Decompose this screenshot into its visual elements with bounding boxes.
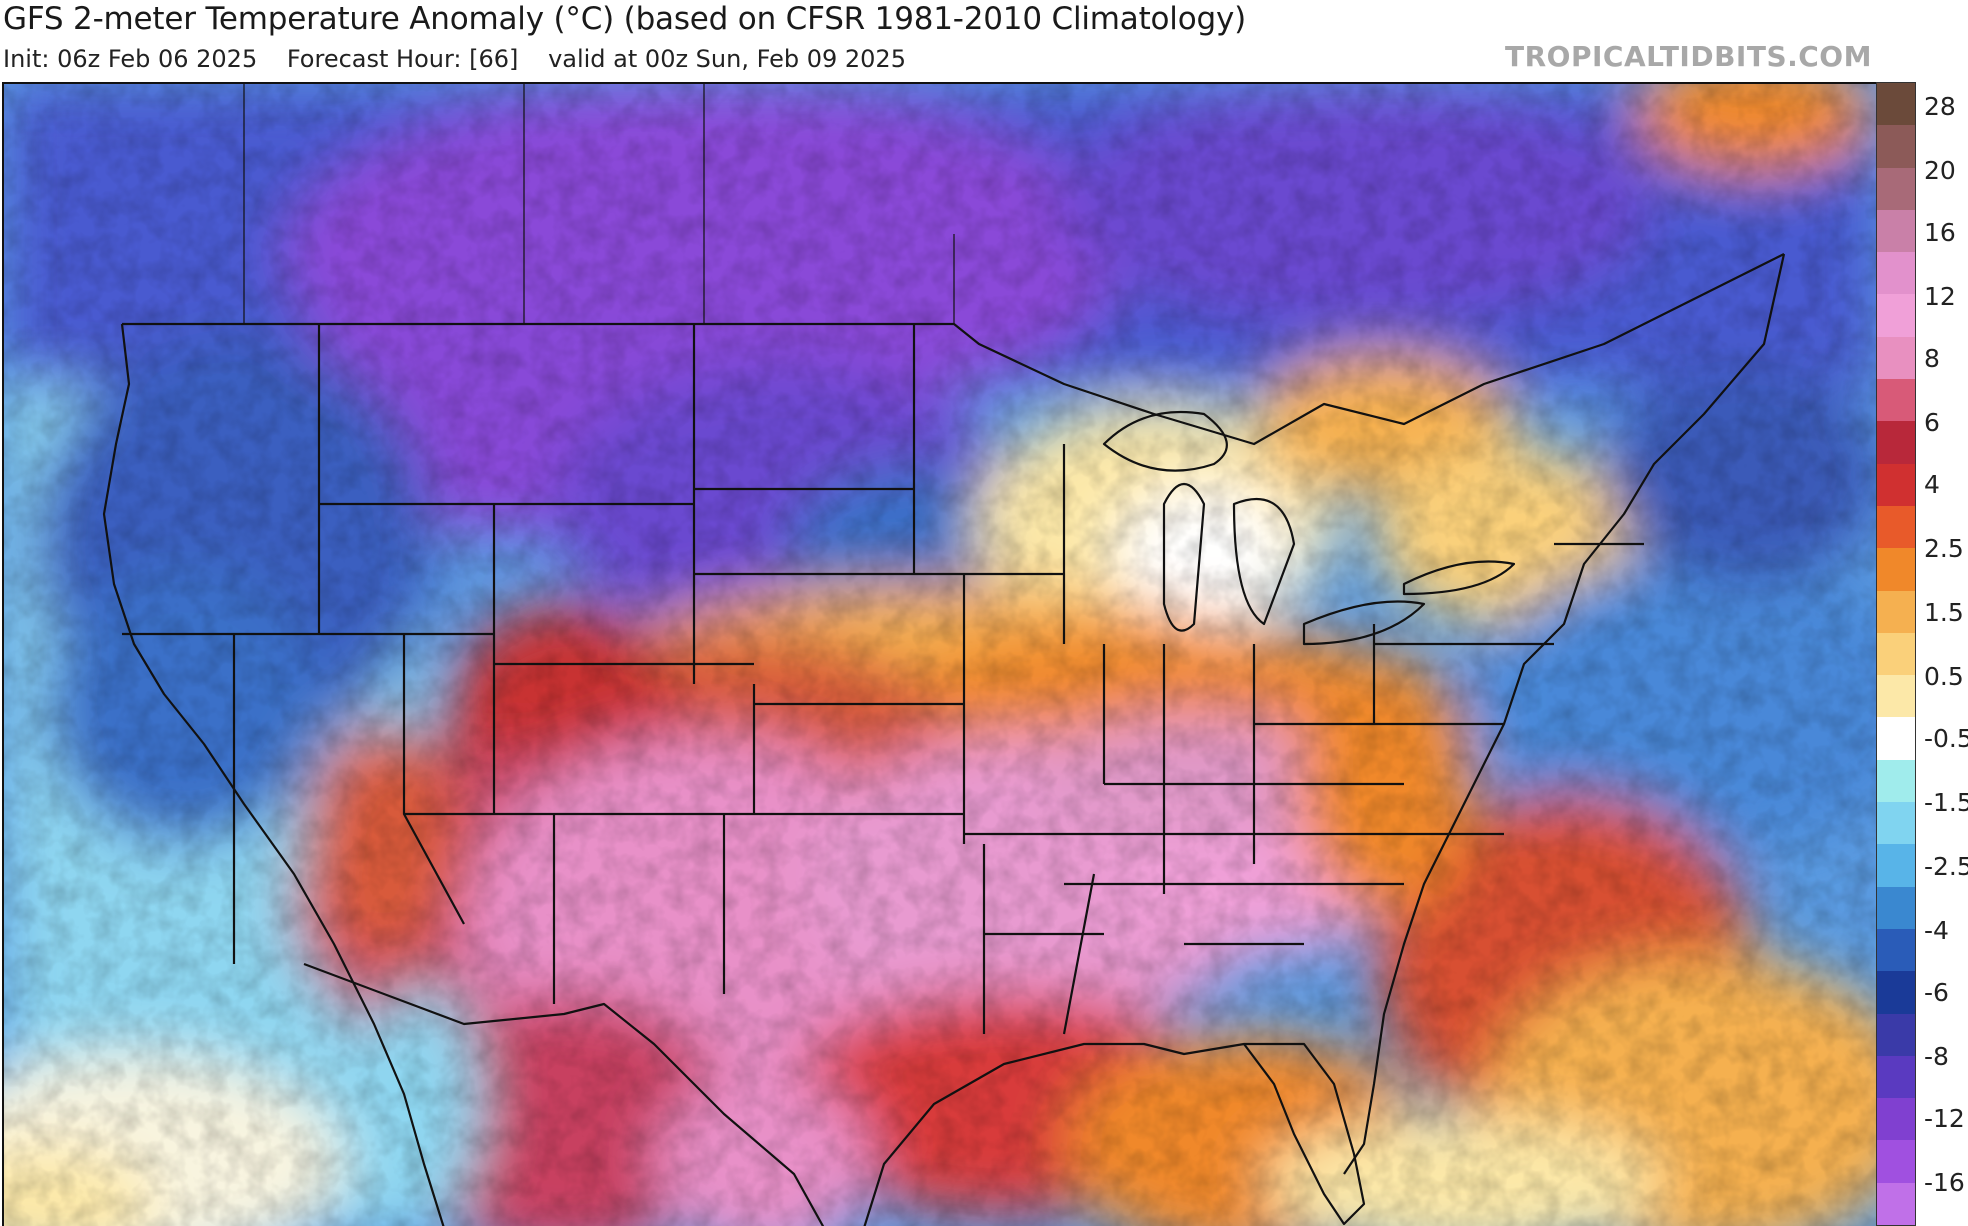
forecast-hour: Forecast Hour: [66] — [286, 45, 519, 73]
colorbar-tick-label: 6 — [1924, 408, 1940, 437]
colorbar-swatch — [1877, 421, 1915, 465]
colorbar-swatch — [1877, 1013, 1915, 1057]
colorbar-legend: 28 20 16 12 8 6 4 2.5 1.5 0.5 -0.5 -1.5 -2.5 -4 -6 -8 -1… — [1876, 82, 1968, 1226]
valid-time: valid at 00z Sun, Feb 09 2025 — [548, 45, 906, 73]
colorbar-swatch — [1877, 505, 1915, 549]
colorbar-tick-label: -16 — [1924, 1168, 1965, 1197]
colorbar-tick-label: -4 — [1924, 916, 1949, 945]
map-subtitle: Init: 06z Feb 06 2025 Forecast Hour: [66… — [3, 45, 928, 73]
temperature-anomaly-field-icon — [4, 84, 1876, 1226]
anomaly-map — [2, 82, 1876, 1226]
colorbar-swatch — [1877, 379, 1915, 422]
colorbar-tick-label: -0.5 — [1924, 724, 1968, 753]
colorbar-swatch — [1877, 971, 1915, 1014]
colorbar-swatch — [1877, 632, 1915, 676]
colorbar-swatch — [1877, 886, 1915, 930]
colorbar-swatch — [1877, 802, 1915, 845]
colorbar-swatch — [1877, 675, 1915, 718]
colorbar-tick-label: 4 — [1924, 470, 1940, 499]
brand-logo: TROPICALTIDBITS.COM — [1505, 40, 1872, 73]
colorbar-tick-label: -6 — [1924, 978, 1949, 1007]
map-header: GFS 2-meter Temperature Anomaly (°C) (ba… — [0, 0, 1968, 82]
colorbar-swatch — [1877, 83, 1915, 126]
colorbar-swatch — [1877, 125, 1915, 169]
colorbar-swatch — [1877, 167, 1915, 211]
colorbar-swatch — [1877, 1140, 1915, 1184]
colorbar-swatch — [1877, 463, 1915, 507]
colorbar-swatch — [1877, 294, 1915, 338]
colorbar-tick-label: 16 — [1924, 218, 1956, 247]
colorbar-swatch — [1877, 590, 1915, 634]
colorbar-swatch — [1877, 336, 1915, 380]
colorbar-tick-label: -12 — [1924, 1104, 1965, 1133]
colorbar-swatch — [1877, 928, 1915, 972]
colorbar-tick-label: 12 — [1924, 282, 1956, 311]
colorbar-tick-label: 20 — [1924, 156, 1956, 185]
colorbar-swatch — [1877, 1098, 1915, 1141]
colorbar-tick-label: -2.5 — [1924, 852, 1968, 881]
colorbar-tick-label: -8 — [1924, 1042, 1949, 1071]
colorbar-tick-label: 28 — [1924, 92, 1956, 121]
colorbar-swatch — [1877, 209, 1915, 253]
colorbar-swatch — [1877, 252, 1915, 295]
colorbar-swatch — [1877, 1055, 1915, 1099]
colorbar-swatch — [1877, 1182, 1915, 1226]
colorbar-tick-label: 2.5 — [1924, 534, 1964, 563]
colorbar-swatches — [1876, 82, 1916, 1226]
colorbar-tick-label: 0.5 — [1924, 662, 1964, 691]
map-title: GFS 2-meter Temperature Anomaly (°C) (ba… — [3, 1, 1246, 37]
colorbar-tick-label: 8 — [1924, 344, 1940, 373]
colorbar-swatch — [1877, 717, 1915, 761]
colorbar-tick-label: 1.5 — [1924, 598, 1964, 627]
colorbar-swatch — [1877, 548, 1915, 592]
state-borders-icon — [102, 84, 1786, 1226]
colorbar-swatch — [1877, 844, 1915, 888]
colorbar-swatch — [1877, 759, 1915, 803]
init-time: Init: 06z Feb 06 2025 — [3, 45, 258, 73]
colorbar-tick-label: -1.5 — [1924, 788, 1968, 817]
